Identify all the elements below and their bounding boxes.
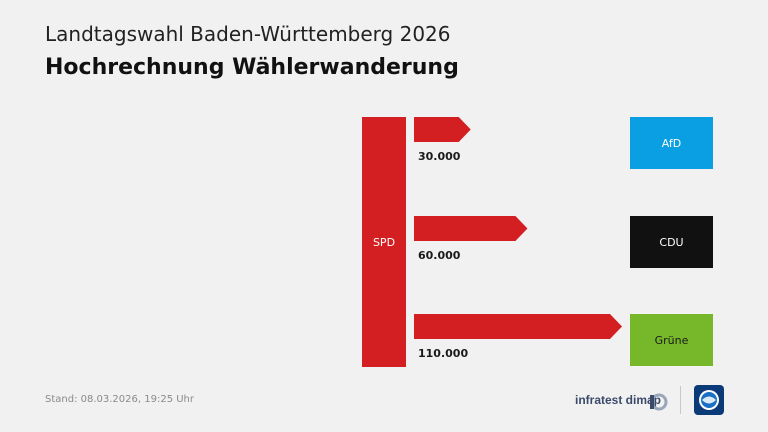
tagesschau-logo-icon: [694, 385, 724, 415]
flow-arrow-grüne: [414, 314, 622, 339]
chart-subtitle: Hochrechnung Wählerwanderung: [45, 55, 459, 80]
flow-value-label: 110.000: [418, 347, 468, 360]
footer-stand: Stand: 08.03.2026, 19:25 Uhr: [45, 394, 195, 405]
source-bar: [362, 117, 406, 367]
flow-group: 30.000 60.000 110.000: [414, 117, 622, 360]
infratest-dimap-logo-icon: [650, 393, 668, 411]
flow-value-label: 60.000: [418, 249, 461, 262]
target-label: AfD: [662, 137, 681, 150]
flow-arrow-cdu: [414, 216, 528, 241]
target-label: CDU: [659, 236, 683, 249]
target-box-afd: [630, 117, 713, 169]
target-label: Grüne: [655, 334, 689, 347]
flow-value-label: 30.000: [418, 150, 461, 163]
target-box-cdu: [630, 216, 713, 268]
brand-name: infratest dimap: [575, 393, 662, 407]
footer-divider: [680, 386, 681, 414]
target-group: AfD CDU Grüne: [630, 117, 713, 366]
flow-arrow-afd: [414, 117, 471, 142]
source-label: SPD: [373, 236, 395, 249]
chart-title: Landtagswahl Baden-Württemberg 2026: [45, 22, 451, 46]
target-box-grüne: [630, 314, 713, 366]
